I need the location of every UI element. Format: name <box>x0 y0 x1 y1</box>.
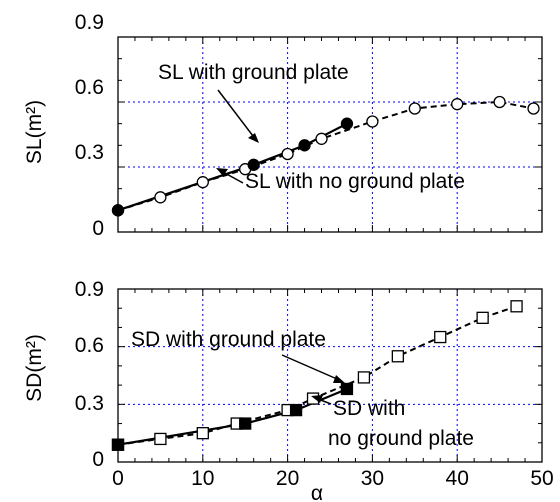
sd-y-axis-label: SD(m²) <box>23 334 46 402</box>
sd-xtick-label: 20 <box>276 467 299 490</box>
sd-x-axis-label: α <box>311 482 323 502</box>
sl-point <box>247 158 260 171</box>
sl-grid <box>118 37 542 232</box>
sd-ytick-labels: 0.9 0.6 0.3 0 <box>75 278 104 471</box>
sl-series-line-0 <box>117 100 534 212</box>
sd-point <box>510 300 523 313</box>
sd-ytick-label: 0.9 <box>75 278 104 301</box>
sl-point <box>366 115 379 128</box>
sd-ytick-label: 0.3 <box>75 392 104 415</box>
sd-ytick-label: 0 <box>92 448 104 471</box>
sl-annotation-no-ground: SL with no ground plate <box>245 170 465 193</box>
sl-point <box>315 132 328 145</box>
sd-annotation-arrowhead <box>333 375 345 383</box>
sl-point <box>408 102 421 115</box>
sl-annotation-with-ground: SL with ground plate <box>158 61 349 84</box>
sl-point <box>298 139 311 152</box>
sl-point <box>451 98 464 111</box>
sl-ytick-label: 0.9 <box>75 11 104 34</box>
sl-annotation-arrowhead <box>216 168 228 176</box>
sd-point <box>239 417 252 430</box>
sl-point <box>340 117 354 130</box>
sl-point <box>281 147 294 161</box>
sd-point <box>357 371 371 384</box>
sl-series-line-1 <box>117 122 348 212</box>
sl-annotation-arrow-line <box>222 171 244 184</box>
sl-ytick-label: 0.6 <box>75 76 104 99</box>
sd-xtick-label: 0 <box>112 467 124 490</box>
sd-xtick-label: 50 <box>530 467 553 490</box>
sd-series <box>111 300 523 451</box>
sl-panel: 0.9 0.6 0.3 0 SL(m²) SL with ground plat… <box>23 11 543 240</box>
sd-annotation-arrowhead <box>311 395 323 403</box>
sd-point <box>476 311 489 324</box>
sl-point <box>527 102 540 115</box>
sd-ytick-label: 0.6 <box>75 334 104 357</box>
sd-annotations: SD with ground plate SD with no ground p… <box>131 328 474 450</box>
sl-point <box>493 95 506 109</box>
sl-ytick-labels: 0.9 0.6 0.3 0 <box>75 11 104 240</box>
sl-annotations: SL with ground plate SL with no ground p… <box>158 61 465 193</box>
sd-annotation-arrow-line <box>281 354 338 380</box>
sd-series-line-1 <box>117 387 348 446</box>
sl-annotation-arrowhead <box>248 133 259 143</box>
sd-annotation-with-ground: SD with ground plate <box>131 328 326 351</box>
sd-annotation-no-ground-line1: SD with <box>333 397 405 420</box>
sd-point <box>289 403 303 417</box>
sl-ytick-label: 0 <box>92 217 104 240</box>
sl-ytick-label: 0.3 <box>75 141 104 164</box>
sd-xtick-labels: 0 10 20 30 40 50 <box>112 467 554 490</box>
sd-panel: 0.9 0.6 0.3 0 0 10 20 30 40 50 SD(m²) α … <box>23 278 554 502</box>
sd-point <box>391 350 404 363</box>
sl-plot-frame <box>117 36 543 233</box>
sd-point <box>196 427 209 440</box>
sd-point <box>434 330 447 344</box>
sd-xtick-label: 30 <box>361 467 384 490</box>
sd-annotation-no-ground-line2: no ground plate <box>328 427 474 450</box>
sd-point <box>154 432 167 446</box>
sl-point <box>154 191 167 204</box>
sl-y-axis-label: SL(m²) <box>23 100 46 164</box>
sl-ticks <box>117 36 543 233</box>
sd-plot-frame <box>117 288 543 463</box>
sl-annotation-arrow-line <box>217 89 254 137</box>
sl-series <box>111 95 540 217</box>
sd-xtick-label: 10 <box>191 467 214 490</box>
sd-point <box>340 382 354 396</box>
sd-xtick-label: 40 <box>446 467 469 490</box>
sl-point <box>196 176 209 189</box>
